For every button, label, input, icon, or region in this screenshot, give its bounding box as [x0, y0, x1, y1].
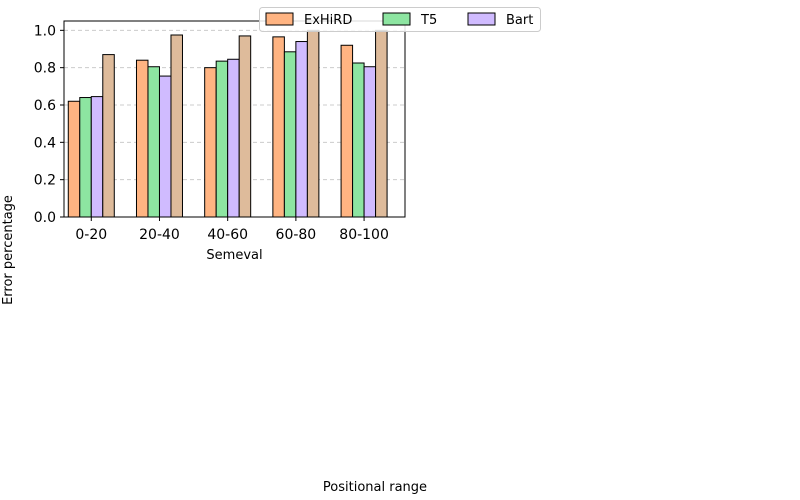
bar [272, 36, 285, 218]
bar [306, 29, 320, 218]
bar [283, 51, 297, 218]
subplot-label: Semeval [206, 248, 262, 263]
x-tick-label: 0-20 [75, 227, 107, 243]
bar [215, 60, 229, 218]
bar [204, 67, 217, 218]
y-tick-label: 0.6 [34, 98, 56, 114]
y-tick-label: 0.8 [34, 61, 56, 77]
x-axis-label: Positional range [323, 480, 427, 495]
legend-swatch [265, 12, 294, 26]
y-axis: 0.0 0.2 0.4 0.6 0.8 1.0 [34, 23, 64, 226]
y-tick-label: 0.2 [34, 173, 56, 189]
bar [79, 97, 92, 218]
bars [67, 29, 388, 218]
bar [352, 62, 365, 218]
x-tick-label: 20-40 [139, 227, 180, 243]
bar [375, 29, 388, 218]
y-tick-label: 0.0 [34, 210, 56, 226]
x-tick-label: 40-60 [207, 227, 248, 243]
x-axis: 0-20 20-40 40-60 60-80 80-100 [75, 217, 389, 243]
legend-swatch [382, 12, 411, 26]
bar [147, 66, 160, 218]
bar [170, 34, 183, 218]
legend-swatch [467, 12, 496, 26]
plot-frame [63, 20, 406, 218]
legend: ExHiRD T5 Bart [259, 7, 541, 32]
x-tick-label: 80-100 [339, 227, 389, 243]
bar [238, 35, 252, 218]
bar [102, 54, 115, 218]
bar [158, 75, 172, 218]
y-tick-label: 0.4 [34, 135, 56, 151]
legend-label: T5 [420, 13, 437, 28]
bar [227, 58, 240, 218]
legend-label: ExHiRD [304, 13, 352, 28]
bar [67, 100, 81, 218]
y-tick-label: 1.0 [34, 23, 56, 39]
y-axis-label: Error percentage [1, 195, 16, 305]
bar [295, 41, 308, 218]
bar [340, 44, 354, 218]
bar [363, 66, 377, 218]
legend-label: Bart [506, 13, 533, 28]
bar [90, 96, 104, 218]
x-tick-label: 60-80 [276, 227, 317, 243]
bar [135, 59, 149, 218]
